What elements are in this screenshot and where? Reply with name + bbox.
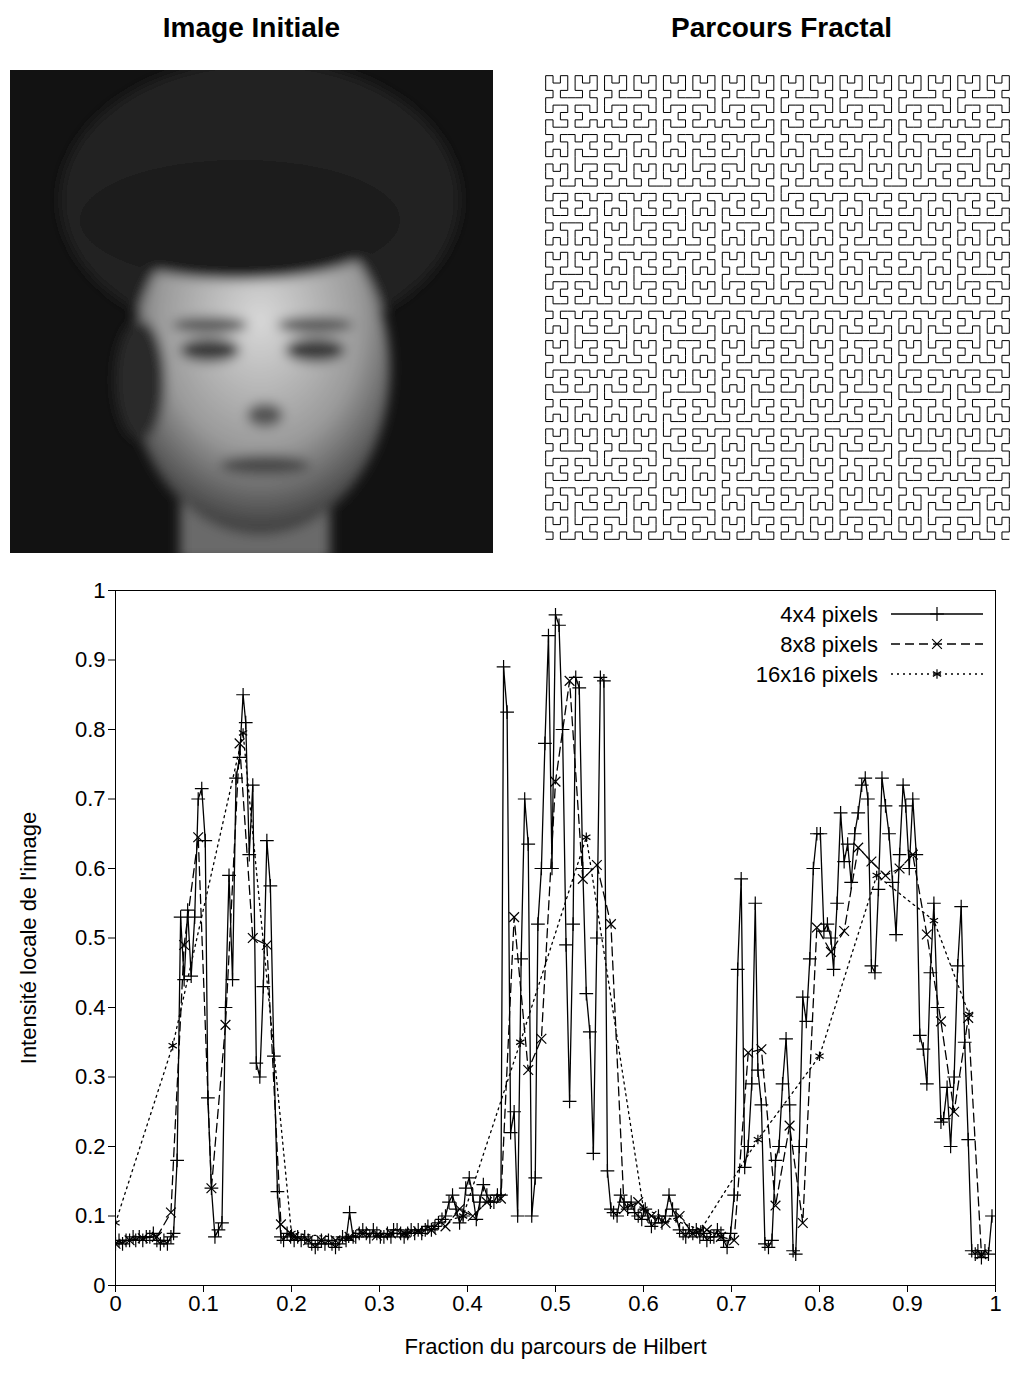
svg-text:0.7: 0.7: [716, 1291, 747, 1316]
html-text:Image Initiale: Image Initiale: [162, 12, 341, 43]
svg-text:1: 1: [989, 1291, 1001, 1316]
svg-text:0.5: 0.5: [540, 1291, 571, 1316]
svg-text:0.7: 0.7: [75, 786, 106, 811]
svg-text:0.2: 0.2: [276, 1291, 307, 1316]
svg-text:0.1: 0.1: [75, 1203, 106, 1228]
svg-text:0: 0: [93, 1273, 105, 1298]
html-text:Parcours Fractal: Parcours Fractal: [671, 12, 892, 43]
svg-text:4x4 pixels: 4x4 pixels: [780, 602, 878, 627]
svg-text:0.1: 0.1: [188, 1291, 219, 1316]
svg-text:0.3: 0.3: [75, 1064, 106, 1089]
svg-text:1: 1: [93, 578, 105, 603]
svg-text:0.9: 0.9: [75, 647, 106, 672]
svg-text:0.2: 0.2: [75, 1134, 106, 1159]
svg-text:Fraction du parcours de Hilber: Fraction du parcours de Hilbert: [404, 1334, 706, 1359]
svg-text:0.8: 0.8: [75, 717, 106, 742]
svg-text:0: 0: [109, 1291, 121, 1316]
svg-text:0.8: 0.8: [804, 1291, 835, 1316]
svg-text:Intensité locale de l'image: Intensité locale de l'image: [16, 812, 41, 1064]
svg-text:0.4: 0.4: [452, 1291, 483, 1316]
svg-text:8x8 pixels: 8x8 pixels: [780, 632, 878, 657]
svg-text:0.6: 0.6: [628, 1291, 659, 1316]
svg-text:0.6: 0.6: [75, 856, 106, 881]
svg-text:0.4: 0.4: [75, 995, 106, 1020]
svg-text:0.5: 0.5: [75, 925, 106, 950]
svg-text:0.9: 0.9: [892, 1291, 923, 1316]
svg-text:0.3: 0.3: [364, 1291, 395, 1316]
svg-text:16x16 pixels: 16x16 pixels: [756, 662, 878, 687]
